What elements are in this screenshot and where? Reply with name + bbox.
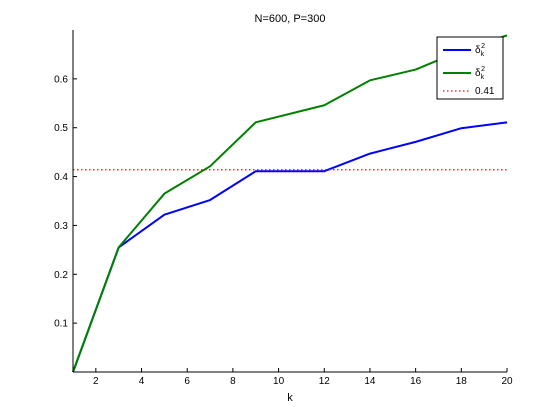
- x-tick-label: 20: [501, 376, 513, 387]
- y-tick-label: 0.6: [54, 74, 68, 85]
- x-tick-label: 10: [273, 376, 285, 387]
- y-tick-label: 0.3: [54, 221, 68, 232]
- legend-label-1: δk2: [475, 43, 485, 58]
- y-tick-label: 0.2: [54, 270, 68, 281]
- y-tick-label: 0.4: [54, 172, 68, 183]
- x-tick-label: 2: [93, 376, 99, 387]
- legend-label-2: δk2: [475, 66, 485, 81]
- legend: δk2 δk2 0.41: [436, 36, 504, 100]
- x-axis-label: k: [287, 392, 293, 404]
- axes: [72, 30, 507, 373]
- y-tick-label: 0.5: [54, 123, 68, 134]
- x-tick-label: 8: [230, 376, 236, 387]
- legend-label-3: 0.41: [475, 86, 495, 97]
- x-tick-label: 6: [184, 376, 190, 387]
- legend-box: [436, 36, 504, 100]
- ticks: 2 4 6 8 10 12 14 16 18 20 0.1 0.2 0.3 0.4 0.5 0.6: [54, 74, 513, 387]
- x-tick-label: 4: [139, 376, 145, 387]
- plot-area: [73, 30, 507, 372]
- chart-title: N=600, P=300: [255, 13, 326, 25]
- x-tick-label: 12: [319, 376, 331, 387]
- series-line-1: [72, 121, 508, 373]
- y-tick-label: 0.1: [54, 319, 68, 330]
- x-tick-label: 16: [410, 376, 422, 387]
- x-tick-label: 14: [364, 376, 376, 387]
- plot-background: [73, 30, 507, 372]
- x-tick-label: 18: [456, 376, 468, 387]
